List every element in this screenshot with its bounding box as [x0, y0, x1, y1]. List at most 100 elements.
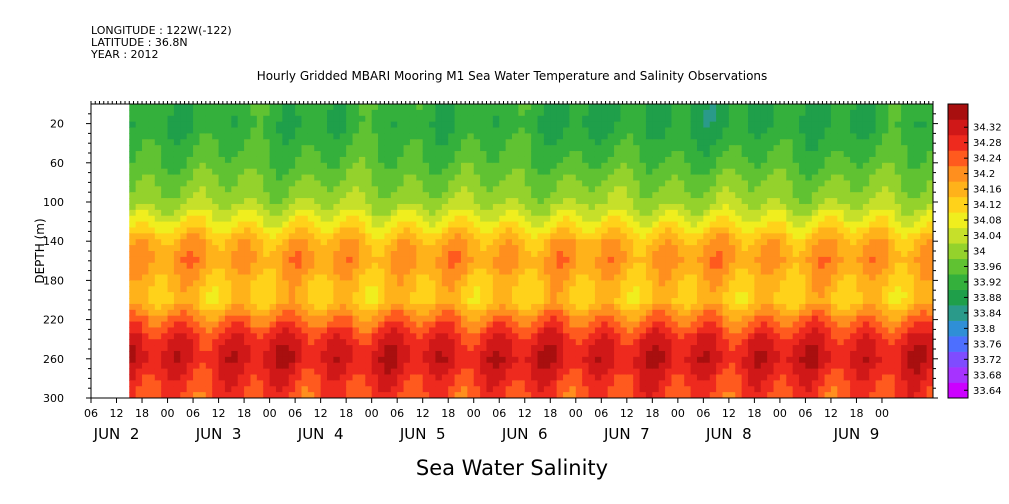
heatmap-cell: [142, 362, 150, 370]
heatmap-cell: [429, 209, 437, 217]
heatmap-cell: [384, 298, 392, 305]
heatmap-cell: [575, 298, 583, 305]
heatmap-cell: [512, 262, 519, 270]
heatmap-cell: [569, 315, 577, 323]
heatmap-cell: [135, 121, 143, 129]
heatmap-cell: [429, 386, 437, 393]
heatmap-cell: [690, 251, 698, 258]
heatmap-cell: [167, 280, 175, 287]
heatmap-cell: [167, 104, 175, 111]
heatmap-cell: [180, 386, 188, 393]
heatmap-cell: [263, 386, 271, 393]
heatmap-cell: [199, 374, 207, 381]
heatmap-cell: [741, 309, 749, 317]
heatmap-cell: [161, 292, 169, 299]
heatmap-cell: [473, 292, 481, 299]
heatmap-cell: [601, 268, 609, 276]
heatmap-cell: [652, 133, 660, 140]
heatmap-cell: [696, 298, 704, 305]
heatmap-cell: [161, 327, 169, 334]
heatmap-cell: [550, 298, 558, 305]
heatmap-cell: [250, 327, 258, 334]
heatmap-cell: [275, 309, 283, 317]
heatmap-cell: [620, 109, 628, 117]
heatmap-cell: [135, 298, 143, 305]
heatmap-cell: [212, 156, 220, 164]
heatmap-cell: [601, 109, 609, 117]
heatmap-cell: [684, 256, 692, 264]
heatmap-cell: [352, 321, 360, 329]
heatmap-cell: [320, 327, 328, 334]
heatmap-cell: [263, 274, 271, 281]
heatmap-cell: [224, 392, 232, 398]
heatmap-cell: [244, 386, 252, 393]
heatmap-cell: [499, 333, 507, 340]
heatmap-cell: [556, 303, 564, 311]
heatmap-cell: [620, 345, 628, 352]
heatmap-cell: [327, 368, 334, 376]
heatmap-cell: [135, 239, 143, 246]
heatmap-cell: [563, 145, 571, 152]
heatmap-cell: [295, 121, 303, 129]
heatmap-cell: [409, 315, 417, 323]
heatmap-cell: [760, 280, 768, 287]
heatmap-cell: [161, 374, 169, 381]
heatmap-cell: [339, 374, 347, 381]
heatmap-cell: [448, 262, 456, 270]
heatmap-cell: [601, 180, 609, 187]
heatmap-cell: [460, 186, 468, 193]
heatmap-cell: [575, 286, 583, 293]
heatmap-cell: [505, 327, 513, 334]
heatmap-cell: [505, 374, 513, 381]
heatmap-cell: [314, 233, 322, 240]
heatmap-cell: [129, 180, 137, 187]
heatmap-cell: [703, 280, 711, 287]
heatmap-cell: [237, 239, 245, 246]
heatmap-cell: [148, 133, 156, 140]
heatmap-cell: [696, 380, 704, 387]
heatmap-cell: [333, 180, 341, 187]
heatmap-cell: [563, 245, 571, 252]
heatmap-cell: [594, 215, 602, 223]
heatmap-cell: [422, 174, 430, 182]
heatmap-cell: [256, 233, 264, 240]
heatmap-cell: [339, 256, 347, 264]
heatmap-cell: [237, 292, 245, 299]
heatmap-cell: [614, 156, 622, 164]
heatmap-cell: [467, 368, 475, 376]
heatmap-cell: [460, 298, 468, 305]
heatmap-cell: [620, 192, 628, 199]
heatmap-cell: [371, 368, 379, 376]
heatmap-cell: [339, 274, 347, 281]
heatmap-cell: [205, 139, 213, 146]
heatmap-cell: [167, 145, 175, 152]
heatmap-cell: [212, 309, 220, 317]
heatmap-cell: [180, 192, 188, 199]
heatmap-cell: [531, 303, 539, 311]
heatmap-cell: [212, 174, 220, 182]
heatmap-cell: [537, 186, 545, 193]
heatmap-cell: [333, 356, 341, 364]
heatmap-cell: [263, 245, 271, 252]
heatmap-cell: [626, 380, 634, 387]
heatmap-cell: [518, 280, 526, 287]
heatmap-cell: [218, 139, 226, 146]
heatmap-cell: [690, 350, 698, 358]
heatmap-cell: [492, 115, 500, 123]
heatmap-cell: [486, 198, 494, 205]
heatmap-cell: [537, 239, 545, 246]
heatmap-cell: [320, 386, 328, 393]
heatmap-cell: [346, 380, 354, 387]
heatmap-cell: [212, 315, 220, 323]
heatmap-cell: [677, 156, 685, 164]
heatmap-cell: [307, 209, 315, 217]
heatmap-cell: [352, 262, 360, 270]
heatmap-cell: [250, 192, 258, 199]
heatmap-cell: [448, 392, 456, 398]
heatmap-cell: [371, 203, 379, 211]
heatmap-cell: [180, 168, 188, 176]
heatmap-cell: [148, 151, 156, 158]
heatmap-cell: [358, 209, 366, 217]
heatmap-cell: [314, 292, 322, 299]
heatmap-cell: [677, 186, 685, 193]
